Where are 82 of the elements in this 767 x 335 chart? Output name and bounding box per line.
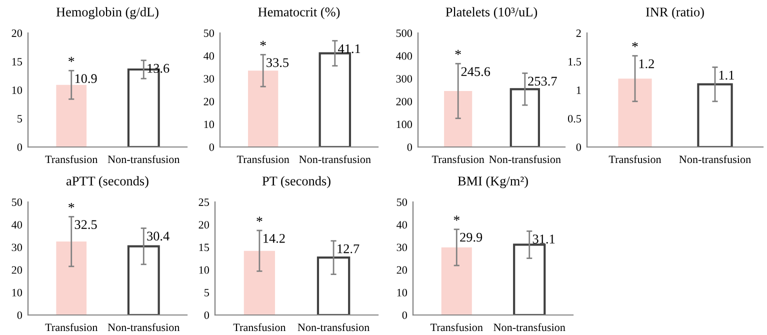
y-tick-label: 10 (12, 86, 22, 94)
data-label: 13.6 (148, 64, 170, 73)
y-tick-label: 30 (396, 244, 408, 252)
annotation: * (256, 216, 262, 222)
x-tick-label: Transfusion (608, 155, 662, 164)
y-tick-label: 300 (396, 75, 412, 83)
y-tick-label: 0.5 (568, 114, 582, 123)
y-tick-label: 10 (204, 120, 214, 128)
x-tick-label: Non-transfusion (494, 323, 566, 332)
annotation: * (454, 216, 460, 221)
x-tick-label: Non-transfusion (489, 155, 561, 164)
data-label: 31.1 (532, 234, 555, 244)
y-tick-label: 40 (204, 52, 214, 60)
data-label: 30.4 (147, 232, 170, 241)
chart-title: Hemoglobin (g/dL) (56, 7, 158, 20)
y-tick-label: 100 (396, 120, 412, 128)
y-tick-label: 20 (198, 221, 210, 229)
y-tick-label: 5 (204, 288, 210, 296)
data-label: 12.7 (338, 244, 360, 254)
annotation: * (68, 56, 74, 62)
y-tick-label: 0 (17, 143, 22, 151)
y-tick-label: 50 (204, 29, 214, 37)
chart-title: BMI (Kg/m²) (458, 176, 528, 188)
x-tick-label: Non-transfusion (108, 323, 180, 332)
chart-title: Platelets (10³/uL) (446, 7, 538, 20)
x-tick-label: Transfusion (45, 155, 98, 164)
data-label: 1.2 (639, 59, 654, 68)
y-tick-label: 40 (12, 221, 22, 229)
chart-title: PT (seconds) (262, 176, 330, 188)
y-tick-label: 1 (576, 86, 581, 94)
y-tick-label: 20 (396, 266, 408, 274)
y-tick-label: 20 (204, 98, 214, 106)
x-tick-label: Non-transfusion (679, 155, 751, 164)
y-tick-label: 20 (12, 266, 22, 274)
x-tick-label: Transfusion (233, 323, 286, 332)
y-tick-label: 0 (204, 311, 210, 319)
y-tick-label: 0 (209, 143, 214, 151)
x-tick-label: Transfusion (430, 323, 483, 332)
y-tick-label: 30 (204, 75, 214, 83)
x-tick-label: Transfusion (45, 323, 98, 332)
y-tick-label: 400 (396, 52, 412, 60)
data-label: 41.1 (338, 44, 360, 54)
data-label: 14.2 (264, 234, 285, 243)
y-tick-label: 0 (17, 311, 22, 319)
y-tick-label: 10 (397, 288, 408, 296)
y-tick-label: 0 (402, 311, 408, 319)
data-label: 1.1 (719, 70, 734, 80)
annotation: * (632, 42, 638, 48)
data-label: 32.5 (74, 220, 97, 230)
x-tick-label: Transfusion (236, 155, 290, 164)
chart-title: Hematocrit (%) (258, 7, 340, 20)
x-tick-label: Transfusion (432, 155, 484, 164)
y-tick-label: 30 (12, 244, 22, 252)
y-tick-label: 500 (396, 29, 412, 37)
x-tick-label: Non-transfusion (299, 155, 371, 164)
y-tick-label: 25 (198, 198, 210, 206)
chart-title: aPTT (seconds) (66, 176, 148, 188)
y-tick-label: 0 (576, 143, 582, 151)
y-tick-label: 40 (396, 221, 408, 229)
y-tick-label: 15 (12, 58, 22, 66)
y-tick-label: 10 (12, 288, 22, 296)
data-label: 245.6 (461, 67, 490, 76)
x-tick-label: Non-transfusion (108, 155, 180, 164)
annotation: * (68, 203, 74, 208)
y-tick-label: 0 (407, 143, 412, 151)
x-tick-label: Non-transfusion (298, 323, 370, 332)
y-tick-label: 2 (576, 29, 581, 37)
y-tick-label: 15 (199, 244, 210, 252)
y-tick-label: 1.5 (568, 58, 582, 66)
annotation: * (455, 50, 461, 55)
y-tick-label: 200 (396, 98, 412, 106)
y-tick-label: 20 (12, 29, 22, 37)
chart-title: INR (ratio) (646, 7, 704, 20)
data-label: 253.7 (528, 76, 557, 86)
annotation: * (260, 40, 266, 46)
data-label: 29.9 (460, 232, 482, 242)
data-label: 10.9 (75, 74, 97, 84)
y-tick-label: 5 (18, 115, 22, 122)
y-tick-label: 10 (199, 266, 210, 274)
data-label: 33.5 (266, 58, 289, 68)
y-tick-label: 50 (12, 198, 22, 206)
y-tick-label: 50 (396, 198, 408, 206)
